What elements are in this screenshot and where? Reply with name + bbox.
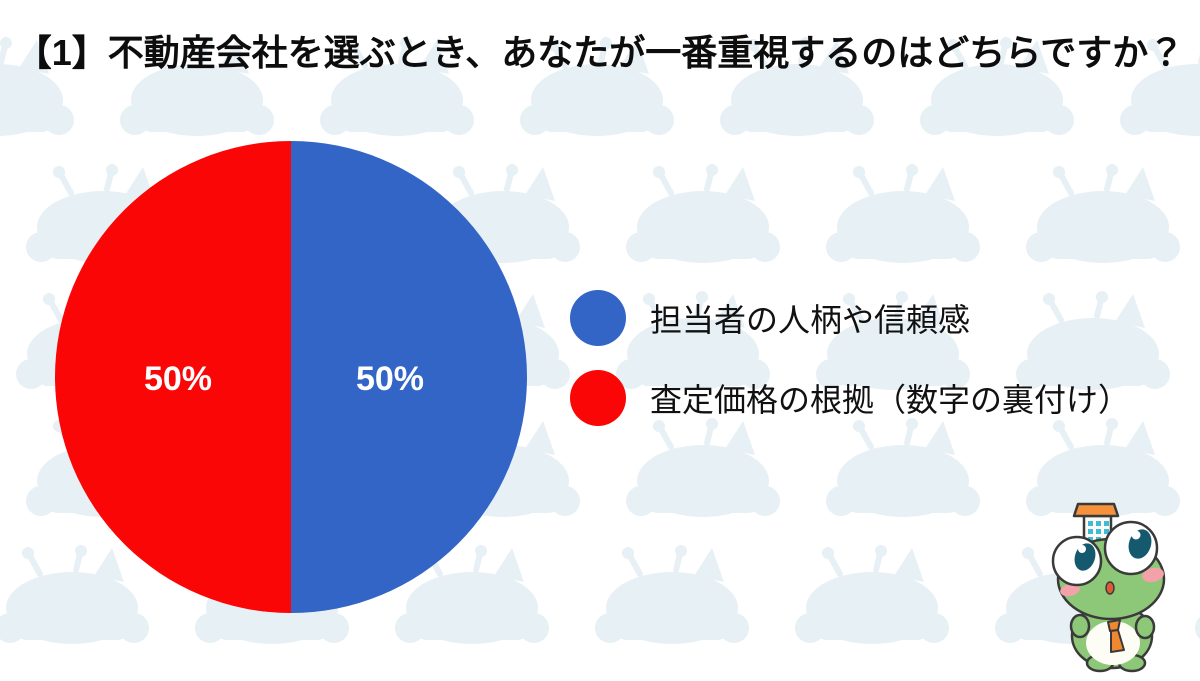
tie-icon — [1107, 619, 1125, 653]
pie-data-label-personality: 50% — [356, 360, 424, 398]
legend-item-appraisal: 査定価格の根拠（数字の裏付け） — [570, 370, 1130, 426]
frog-mascot-icon — [1051, 502, 1166, 673]
pie-slice-appraisal — [55, 141, 291, 613]
legend-label-appraisal: 査定価格の根拠（数字の裏付け） — [650, 382, 1131, 418]
legend-swatch-red-circle-icon — [570, 370, 626, 426]
legend-label-personality: 担当者の人柄や信頼感 — [650, 302, 971, 338]
legend: 担当者の人柄や信頼感 査定価格の根拠（数字の裏付け） — [570, 290, 1130, 426]
pie-slice-personality — [291, 141, 527, 613]
pie-data-label-appraisal: 50% — [144, 360, 212, 398]
chart-title: 【1】不動産会社を選ぶとき、あなたが一番重視するのはどちらですか？ — [15, 32, 1185, 73]
legend-swatch-blue-circle-icon — [570, 290, 626, 346]
legend-item-personality: 担当者の人柄や信頼感 — [570, 290, 1130, 346]
eyes-icon — [1051, 520, 1159, 587]
pie-chart: 50% 50% — [55, 141, 527, 613]
frog-mascot — [1032, 486, 1200, 676]
